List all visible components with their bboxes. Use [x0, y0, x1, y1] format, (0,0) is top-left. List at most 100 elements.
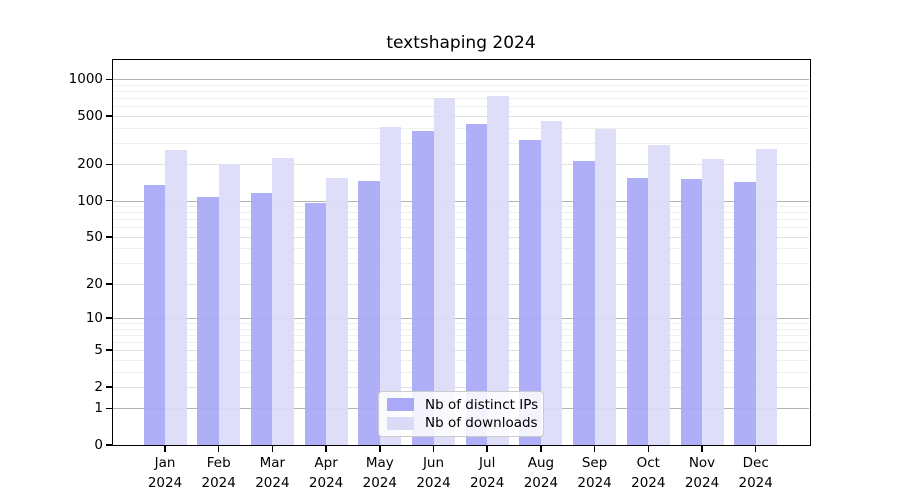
y-axis-tick-mark — [106, 317, 112, 319]
x-axis-tick-label-line: 2024 — [631, 475, 666, 491]
x-axis-tick-label-line: 2024 — [738, 475, 773, 491]
bar-distinct-ips — [143, 184, 165, 445]
gridline-minor — [113, 106, 809, 108]
bar-downloads — [702, 158, 724, 445]
gridline-minor — [113, 334, 809, 336]
x-axis-tick-mark — [593, 446, 596, 452]
gridline-major — [113, 79, 809, 81]
gridline-minor — [113, 227, 809, 229]
x-axis-tick-label-line: 2024 — [255, 475, 290, 491]
chart-title: textshaping 2024 — [386, 33, 536, 53]
legend-item-distinct-ips: Nb of distinct IPs — [387, 396, 539, 413]
y-axis-tick-label: 10 — [85, 310, 103, 327]
bar-downloads — [218, 164, 241, 445]
bar-downloads — [648, 145, 670, 445]
gridline-minor — [113, 127, 809, 129]
x-axis-tick-label-line: 2024 — [201, 475, 236, 491]
gridline-major — [113, 318, 809, 320]
x-axis-tick-label: Mar 2024 — [240, 453, 304, 493]
x-axis-tick-label-line: Aug — [527, 455, 555, 471]
gridline-minor — [113, 219, 809, 221]
y-axis-tick-mark — [106, 349, 112, 351]
bar-distinct-ips — [358, 180, 380, 445]
x-axis-tick-label: Aug 2024 — [509, 453, 573, 493]
x-axis-tick-label-line: 2024 — [147, 475, 183, 491]
x-axis-tick-label-line: Feb — [206, 455, 231, 471]
gridline-minor — [113, 212, 809, 214]
gridline-minor — [113, 323, 809, 325]
bar-distinct-ips — [573, 161, 595, 445]
bar-distinct-ips — [304, 203, 327, 445]
x-axis-tick-label: May 2024 — [348, 453, 412, 493]
x-axis-tick-label-line: Jun — [422, 455, 445, 471]
x-axis-tick-mark — [164, 446, 166, 452]
y-axis-tick-label: 1000 — [68, 71, 103, 88]
y-axis-tick-mark — [106, 115, 112, 117]
bar-downloads — [165, 150, 187, 445]
gridline-labeled — [113, 283, 809, 285]
x-axis-tick-label-line: 2024 — [470, 475, 505, 491]
bar-distinct-ips — [626, 177, 649, 445]
x-axis-tick-label: Apr 2024 — [294, 453, 358, 493]
bar-downloads — [272, 157, 294, 445]
y-axis-tick-mark — [106, 444, 112, 446]
x-axis-tick-label-line: Jan — [154, 455, 176, 471]
legend: Nb of distinct IPs Nb of downloads — [378, 391, 544, 437]
gridline-minor — [113, 91, 809, 93]
gridline-labeled — [113, 236, 809, 238]
x-axis-tick-label-line: Mar — [259, 455, 286, 471]
x-axis-tick-label: Nov 2024 — [670, 453, 734, 493]
gridline-labeled — [113, 350, 809, 352]
legend-item-downloads: Nb of downloads — [387, 415, 538, 431]
x-axis-tick-mark — [540, 446, 542, 452]
bar-distinct-ips — [197, 196, 219, 445]
x-axis-tick-label-line: 2024 — [684, 475, 720, 491]
y-axis-tick-label: 1 — [94, 400, 103, 417]
gridline-minor — [113, 248, 809, 250]
x-axis-tick-mark — [754, 446, 757, 452]
x-axis-tick-mark — [217, 446, 220, 452]
gridline-minor — [113, 328, 809, 330]
bar-distinct-ips — [734, 182, 756, 445]
y-axis-tick-mark — [106, 283, 112, 285]
y-axis-tick-label: 500 — [77, 107, 103, 124]
x-axis-tick-label: Jun 2024 — [402, 453, 466, 493]
legend-swatch-distinct-ips — [387, 398, 414, 412]
x-axis-tick-mark — [486, 446, 488, 452]
bar-distinct-ips — [250, 192, 273, 445]
x-axis-tick-label-line: 2024 — [523, 475, 559, 491]
bar-downloads — [755, 149, 778, 445]
gridline-minor — [113, 371, 809, 373]
gridline-minor — [113, 342, 809, 343]
x-axis-tick-label-line: Jul — [479, 455, 496, 471]
x-axis-tick-label: Sep 2024 — [563, 453, 627, 493]
legend-label-distinct-ips: Nb of distinct IPs — [425, 396, 539, 413]
x-axis-tick-label-line: May — [365, 455, 394, 471]
legend-swatch-downloads — [387, 416, 414, 430]
x-axis-tick-label: Dec 2024 — [724, 453, 788, 493]
x-axis-tick-mark — [379, 446, 381, 452]
y-axis-tick-label: 20 — [85, 275, 103, 292]
bar-downloads — [433, 97, 455, 445]
x-axis-tick-label-line: 2024 — [362, 475, 397, 491]
gridline-minor — [113, 142, 809, 144]
bar-downloads — [326, 178, 348, 445]
bar-downloads — [487, 96, 509, 445]
x-axis-tick-label-line: Dec — [742, 455, 769, 471]
y-axis-tick-label: 50 — [85, 228, 103, 245]
gridline-major — [113, 200, 809, 202]
x-axis-tick-mark — [647, 446, 650, 452]
bar-downloads — [540, 120, 563, 445]
x-axis-tick-mark — [325, 446, 327, 452]
gridline-minor — [113, 206, 809, 208]
y-axis-tick-mark — [106, 163, 112, 166]
x-axis-tick-label-line: 2024 — [308, 475, 344, 491]
x-axis-tick-label-line: Apr — [314, 455, 338, 471]
x-axis-tick-mark — [271, 446, 274, 452]
bar-downloads — [594, 129, 617, 445]
x-axis-tick-label: Feb 2024 — [187, 453, 251, 493]
x-axis-tick-mark — [701, 446, 703, 452]
gridline-minor — [113, 84, 809, 86]
gridline-minor — [113, 263, 809, 265]
